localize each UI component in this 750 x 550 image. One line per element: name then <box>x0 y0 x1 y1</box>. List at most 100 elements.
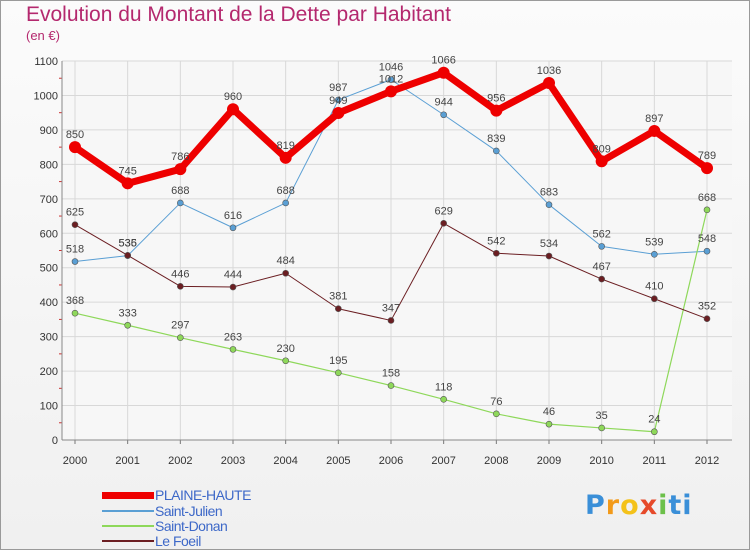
data-point <box>543 77 555 90</box>
x-tick-label: 2002 <box>168 455 192 467</box>
data-point <box>124 252 131 259</box>
data-label: 789 <box>698 150 716 162</box>
data-point <box>335 305 342 313</box>
data-point <box>440 111 447 119</box>
data-label: 897 <box>645 113 663 125</box>
data-point <box>440 219 447 227</box>
y-tick-label: 500 <box>40 263 58 275</box>
data-point <box>545 252 553 260</box>
data-point <box>177 283 184 290</box>
y-tick-label: 800 <box>40 159 58 171</box>
data-point <box>227 103 239 116</box>
data-label: 76 <box>490 396 502 408</box>
x-tick-label: 2011 <box>643 455 667 467</box>
data-label: 352 <box>698 301 716 313</box>
data-point <box>440 396 447 403</box>
data-label: 1046 <box>379 62 403 74</box>
data-point <box>387 382 395 389</box>
legend-swatch <box>102 510 154 512</box>
data-label: 158 <box>382 368 400 380</box>
data-label: 534 <box>540 238 558 250</box>
data-label: 446 <box>171 268 189 280</box>
data-point <box>335 96 342 104</box>
data-point <box>651 295 658 303</box>
data-point <box>279 151 292 164</box>
chart-title: Evolution du Montant de la Dette par Hab… <box>26 3 451 26</box>
data-point <box>493 147 500 155</box>
data-point <box>71 309 79 317</box>
data-point <box>387 76 395 83</box>
data-label: 745 <box>118 165 136 177</box>
y-tick-label: 700 <box>40 194 58 206</box>
y-tick-label: 600 <box>40 228 58 240</box>
data-point <box>387 317 395 324</box>
data-label: 1036 <box>537 65 561 77</box>
data-label: 518 <box>66 244 84 256</box>
y-tick-label: 100 <box>40 401 58 413</box>
legend-swatch <box>102 491 154 499</box>
data-label: 46 <box>543 406 555 418</box>
data-point <box>493 249 500 257</box>
y-tick-label: 200 <box>40 366 58 378</box>
data-point <box>651 428 658 436</box>
data-label: 688 <box>276 185 294 197</box>
data-label: 535 <box>118 238 136 250</box>
legend-label: PLAINE-HAUTE <box>155 487 251 503</box>
data-point <box>595 155 608 168</box>
y-tick-label: 1000 <box>34 90 58 102</box>
data-point <box>282 199 289 207</box>
data-label: 688 <box>171 185 189 197</box>
legend-swatch <box>102 525 154 527</box>
legend-label: Saint-Donan <box>155 518 228 534</box>
data-label: 24 <box>648 414 660 426</box>
data-point <box>177 199 184 207</box>
data-label: 850 <box>66 129 84 141</box>
data-label: 539 <box>645 236 663 248</box>
data-label: 368 <box>66 295 84 307</box>
data-point <box>121 177 134 190</box>
data-point <box>545 420 553 428</box>
data-label: 839 <box>487 133 505 145</box>
data-label: 987 <box>329 82 347 94</box>
data-point <box>493 410 500 418</box>
data-label: 230 <box>276 343 294 355</box>
x-tick-label: 2003 <box>221 455 245 467</box>
data-point <box>229 346 237 353</box>
data-point <box>703 315 711 323</box>
chart-unit-label: (en €) <box>26 28 60 43</box>
data-label: 542 <box>487 235 505 247</box>
data-point <box>174 163 187 176</box>
data-point <box>703 247 711 255</box>
legend-label: Saint-Julien <box>155 503 223 519</box>
data-label: 1012 <box>379 73 403 85</box>
x-tick-label: 2009 <box>537 455 561 467</box>
plot-area <box>62 61 732 440</box>
x-tick-label: 2008 <box>484 455 508 467</box>
data-point <box>282 357 289 365</box>
data-label: 668 <box>698 192 716 204</box>
x-tick-label: 2005 <box>326 455 350 467</box>
data-point <box>651 250 658 258</box>
data-label: 616 <box>224 210 242 222</box>
data-label: 548 <box>698 233 716 245</box>
data-point <box>703 206 711 214</box>
data-point <box>124 321 131 329</box>
proxiti-logo: Proxiti <box>585 490 693 521</box>
y-tick-label: 0 <box>52 435 58 447</box>
data-label: 683 <box>540 187 558 199</box>
data-point <box>335 369 342 377</box>
data-label: 35 <box>596 410 608 422</box>
data-label: 819 <box>276 140 294 152</box>
data-label: 625 <box>66 207 84 219</box>
data-label: 1066 <box>431 55 455 67</box>
data-point <box>229 224 237 232</box>
data-point <box>71 221 79 228</box>
data-label: 381 <box>329 291 347 303</box>
x-tick-label: 2007 <box>431 455 455 467</box>
data-point <box>648 124 661 137</box>
y-tick-label: 900 <box>40 125 58 137</box>
data-label: 297 <box>171 320 189 332</box>
data-point <box>282 269 289 277</box>
y-tick-label: 400 <box>40 297 58 309</box>
